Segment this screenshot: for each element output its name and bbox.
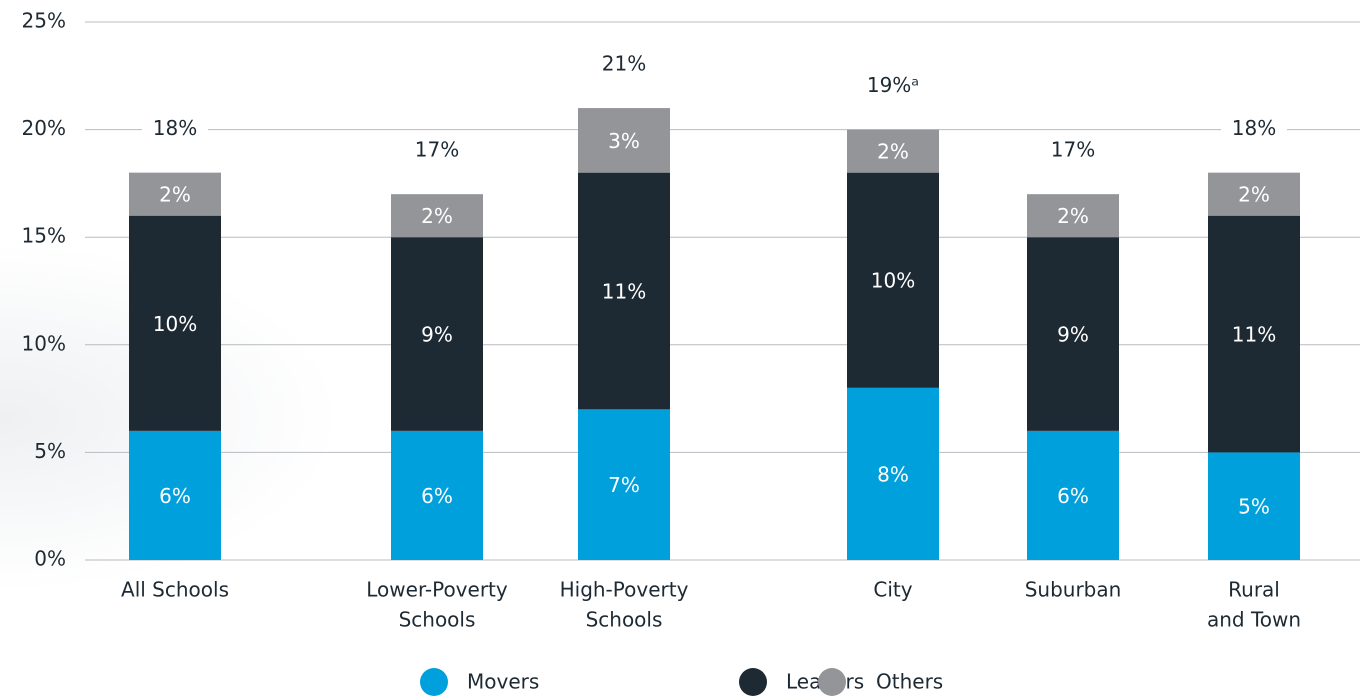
total-label-bg — [142, 117, 208, 142]
segment-label: 6% — [421, 484, 453, 508]
bar-segment — [1027, 237, 1119, 431]
x-tick-label: High-Poverty — [560, 578, 689, 602]
bar-segment — [129, 215, 221, 431]
x-tick-label: City — [873, 578, 912, 602]
bar-segment — [1027, 194, 1119, 238]
bar-segment — [391, 194, 483, 238]
bar-segment — [847, 129, 939, 173]
segment-label: 2% — [421, 204, 453, 228]
bar-segment — [578, 172, 670, 410]
segment-label: 6% — [1057, 484, 1089, 508]
segment-label: 7% — [608, 473, 640, 497]
legend-swatch — [739, 668, 767, 696]
total-label: 17% — [1051, 138, 1095, 162]
segment-label: 11% — [1232, 323, 1276, 347]
y-tick-label: 0% — [34, 547, 66, 571]
bar-segment — [1027, 430, 1119, 560]
bar-segment — [847, 172, 939, 388]
legend-label: Movers — [467, 670, 539, 694]
x-tick-label: and Town — [1207, 608, 1301, 632]
bar-segment — [1208, 452, 1300, 560]
x-tick-label: Rural — [1228, 578, 1280, 602]
segment-label: 2% — [877, 140, 909, 164]
segment-label: 9% — [421, 323, 453, 347]
segment-label: 3% — [608, 129, 640, 153]
bar-segment — [391, 237, 483, 431]
bar-segment — [578, 409, 670, 560]
segment-label: 9% — [1057, 323, 1089, 347]
segment-label: 10% — [153, 312, 197, 336]
y-tick-label: 5% — [34, 439, 66, 463]
bar-segment — [1208, 215, 1300, 453]
x-tick-label: Schools — [399, 608, 476, 632]
segment-label: 2% — [159, 183, 191, 207]
segment-label: 6% — [159, 484, 191, 508]
bar-segment — [129, 172, 221, 216]
y-tick-label: 25% — [22, 9, 66, 33]
segment-label: 2% — [1238, 183, 1270, 207]
total-label-bg — [591, 53, 657, 78]
x-tick-label: Lower-Poverty — [366, 578, 508, 602]
total-label: 18% — [1232, 116, 1276, 140]
segment-label: 11% — [602, 280, 646, 304]
total-label: 17% — [415, 138, 459, 162]
bar-segment — [129, 430, 221, 560]
total-label-bg — [1040, 139, 1106, 164]
segment-label: 10% — [871, 269, 915, 293]
total-label: 18% — [153, 116, 197, 140]
total-label-bg — [1221, 117, 1287, 142]
segment-label: 2% — [1057, 204, 1089, 228]
legend-swatch — [818, 668, 846, 696]
total-label: 21% — [602, 52, 646, 76]
y-tick-label: 15% — [22, 224, 66, 248]
total-label-bg — [860, 74, 926, 99]
x-tick-label: Schools — [586, 608, 663, 632]
total-label-bg — [404, 139, 470, 164]
legend-swatch — [420, 668, 448, 696]
x-tick-label: Suburban — [1025, 578, 1122, 602]
segment-label: 8% — [877, 462, 909, 486]
segment-label: 5% — [1238, 495, 1270, 519]
total-label: 19%ᵃ — [867, 73, 919, 97]
x-tick-label: All Schools — [121, 578, 229, 602]
bar-segment — [578, 108, 670, 173]
bar-segment — [847, 387, 939, 560]
y-tick-label: 20% — [22, 116, 66, 140]
y-tick-label: 10% — [22, 331, 66, 355]
bar-segment — [1208, 172, 1300, 216]
legend-label: Others — [876, 670, 943, 694]
bar-segment — [391, 430, 483, 560]
